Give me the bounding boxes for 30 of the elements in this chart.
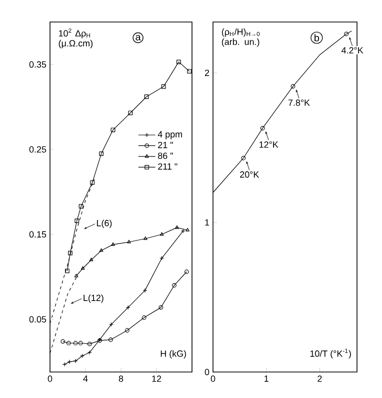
x-tick-label: 0 (48, 376, 52, 382)
y-axis-title: 10$^{2}$ Δρ$_{H}$ (μ.Ω.cm) (58, 28, 93, 48)
y-tick-label: 0.25 (29, 146, 46, 153)
annotation: a (136, 35, 141, 40)
y-tick-label: 1 (205, 219, 210, 226)
y-tick-label: 0.35 (29, 61, 46, 68)
annotation: 20°K (240, 171, 260, 178)
legend-label: 21 " (158, 142, 173, 148)
annotation: 12°K (260, 141, 278, 148)
legend-label: 86 " (158, 152, 173, 159)
annotation: 4.2°K (342, 47, 364, 54)
x-tick-label: 0 (210, 376, 216, 382)
x-tick-label: 4 (83, 376, 88, 382)
y-tick-label: 0.05 (29, 316, 46, 323)
annotation: 7.8°K (288, 100, 310, 106)
annotation: L(6) (96, 220, 112, 228)
x-axis-title: H (kG) (160, 350, 186, 359)
annotation: L(12) (84, 294, 104, 303)
y-tick-label: 0 (204, 368, 210, 376)
legend-label: 4 ppm (158, 131, 182, 140)
y-axis-title: (ρ$_{H}$/H)$_{H→0}$ (arb. un.) (222, 28, 260, 47)
x-axis-title: 10/T (°K$^{-1}$) (310, 348, 351, 359)
x-tick-label: 2 (318, 376, 322, 382)
x-tick-label: 12 (152, 376, 162, 382)
x-tick-label: 1 (264, 376, 268, 382)
y-tick-label: 0.15 (29, 231, 46, 238)
annotation: b (314, 34, 320, 42)
x-tick-label: 8 (118, 376, 124, 382)
y-tick-label: 2 (204, 70, 210, 76)
legend-label: 211 " (158, 163, 178, 170)
